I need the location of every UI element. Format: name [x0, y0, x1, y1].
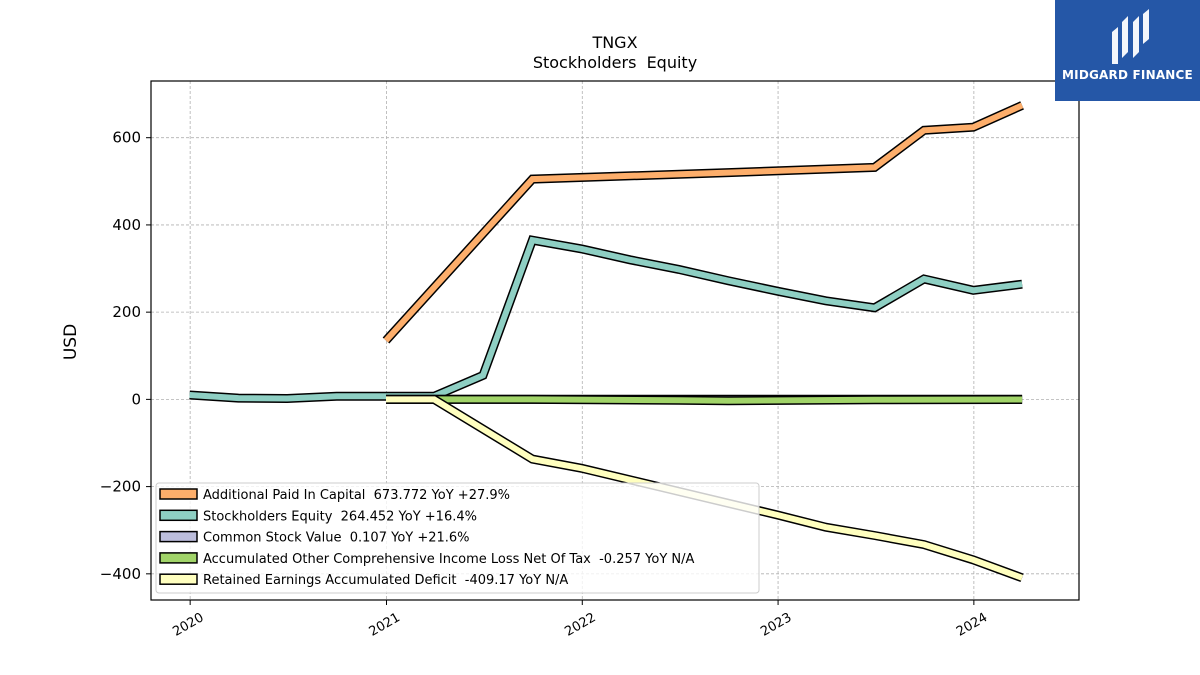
y-axis-label: USD — [61, 324, 81, 360]
series-4-line — [386, 396, 1024, 581]
legend-swatch — [159, 509, 198, 522]
y-tick-label: 600 — [112, 129, 141, 147]
chart-subtitle: Stockholders Equity — [533, 53, 697, 72]
series-3-line — [386, 396, 1023, 404]
midgard-finance-logo: MIDGARD FINANCE — [1055, 0, 1200, 101]
legend-swatch — [159, 488, 198, 500]
legend-label: Accumulated Other Comprehensive Income L… — [203, 552, 694, 567]
x-tick-label: 2020 — [170, 610, 206, 640]
x-tick-label: 2023 — [758, 610, 794, 640]
logo-mark-icon — [1112, 9, 1149, 64]
chart-title: TNGX — [591, 33, 637, 52]
legend: Additional Paid In Capital 673.772 YoY +… — [155, 482, 760, 594]
y-tick-label: −200 — [100, 478, 141, 496]
y-tick-label: 400 — [112, 216, 141, 234]
x-tick-label: 2021 — [367, 610, 403, 640]
y-tick-label: 200 — [112, 303, 141, 321]
x-tick-label: 2024 — [954, 610, 990, 640]
legend-swatch — [159, 573, 198, 585]
series-0-outline — [382, 101, 1024, 344]
series-1-outline — [189, 235, 1023, 404]
x-tick-label: 2022 — [562, 610, 598, 640]
legend-label: Stockholders Equity 264.452 YoY +16.4% — [203, 509, 477, 524]
logo-text: MIDGARD FINANCE — [1062, 68, 1193, 82]
series-1-line — [189, 236, 1023, 402]
y-tick-label: −400 — [100, 565, 141, 583]
plot-frame — [150, 80, 1080, 601]
legend-swatch — [159, 530, 198, 543]
legend-label: Additional Paid In Capital 673.772 YoY +… — [203, 488, 510, 503]
series-0-line — [383, 102, 1024, 343]
legend-box — [155, 482, 760, 594]
y-tick-label: 0 — [131, 390, 141, 408]
legend-label: Common Stock Value 0.107 YoY +21.6% — [203, 531, 470, 546]
legend-swatch — [159, 552, 198, 564]
series-layer — [189, 101, 1024, 583]
legend-label: Retained Earnings Accumulated Deficit -4… — [203, 573, 568, 588]
